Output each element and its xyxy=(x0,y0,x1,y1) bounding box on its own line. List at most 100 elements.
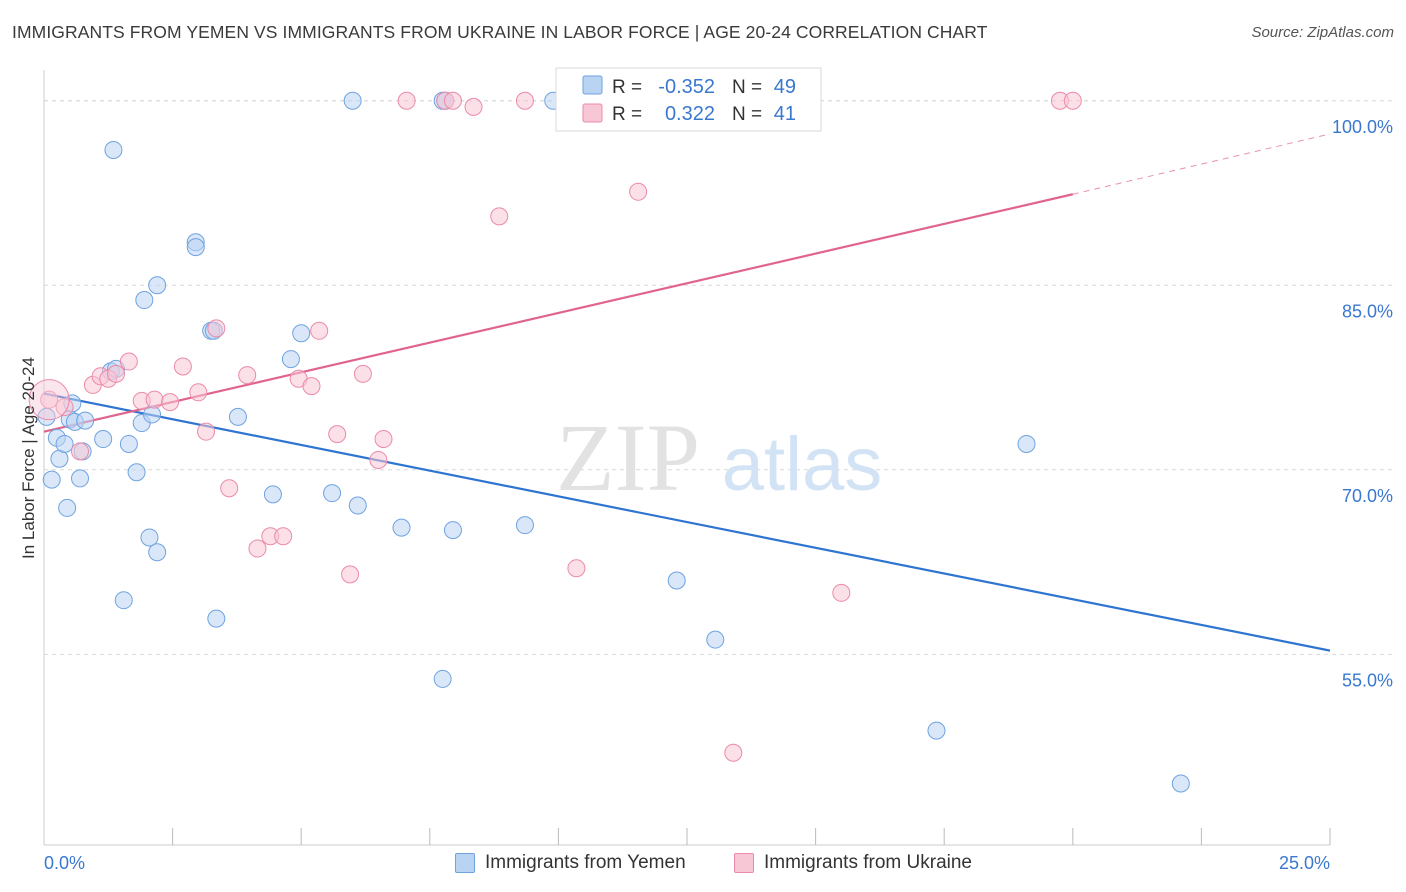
point-yemen[interactable] xyxy=(58,498,77,517)
point-ukraine[interactable] xyxy=(464,97,483,116)
source-label: Source: ZipAtlas.com xyxy=(1251,24,1394,41)
point-ukraine[interactable] xyxy=(248,539,267,558)
point-yemen[interactable] xyxy=(76,411,95,430)
point-ukraine[interactable] xyxy=(374,430,393,449)
point-ukraine[interactable] xyxy=(145,390,164,409)
point-ukraine[interactable] xyxy=(490,207,509,226)
point-yemen[interactable] xyxy=(114,591,133,610)
point-yemen[interactable] xyxy=(127,463,146,482)
point-yemen[interactable] xyxy=(148,543,167,562)
point-yemen[interactable] xyxy=(207,609,226,628)
point-yemen[interactable] xyxy=(392,518,411,537)
point-ukraine[interactable] xyxy=(71,442,90,461)
point-ukraine[interactable] xyxy=(28,379,70,421)
legend-label-yemen: Immigrants from Yemen xyxy=(485,852,686,873)
point-ukraine[interactable] xyxy=(567,559,586,578)
point-yemen[interactable] xyxy=(1171,774,1190,793)
point-yemen[interactable] xyxy=(42,470,61,489)
point-yemen[interactable] xyxy=(927,721,946,740)
point-ukraine[interactable] xyxy=(238,366,257,385)
point-yemen[interactable] xyxy=(228,407,247,426)
watermark-zip: ZIP xyxy=(556,404,700,511)
trendline-ukraine xyxy=(1072,133,1331,195)
point-ukraine[interactable] xyxy=(220,479,239,498)
point-ukraine[interactable] xyxy=(397,91,416,110)
point-yemen[interactable] xyxy=(140,528,159,547)
point-ukraine[interactable] xyxy=(207,319,226,338)
y-tick-label: 55.0% xyxy=(1342,670,1393,690)
point-yemen[interactable] xyxy=(119,434,138,453)
stats-n-value-yemen: 49 xyxy=(774,76,796,98)
y-tick-label: 70.0% xyxy=(1342,486,1393,506)
point-yemen[interactable] xyxy=(292,324,311,343)
stats-r-label-ukraine: R = xyxy=(612,104,642,125)
point-yemen[interactable] xyxy=(443,521,462,540)
point-yemen[interactable] xyxy=(55,434,74,453)
point-ukraine[interactable] xyxy=(515,91,534,110)
y-tick-label: 85.0% xyxy=(1342,301,1393,321)
stats-n-label-yemen: N = xyxy=(732,77,762,98)
point-ukraine[interactable] xyxy=(107,364,126,383)
legend-label-ukraine: Immigrants from Ukraine xyxy=(764,852,972,873)
point-ukraine[interactable] xyxy=(832,583,851,602)
legend-swatch-yemen xyxy=(455,853,475,873)
point-ukraine[interactable] xyxy=(119,352,138,371)
trendline-yemen xyxy=(43,392,1331,652)
point-ukraine[interactable] xyxy=(629,182,648,201)
stats-swatch-ukraine xyxy=(582,103,603,123)
point-ukraine[interactable] xyxy=(161,393,180,412)
point-ukraine[interactable] xyxy=(274,527,293,546)
watermark: ZIP atlas xyxy=(556,404,882,511)
point-yemen[interactable] xyxy=(323,484,342,503)
trendlines xyxy=(43,133,1331,652)
point-yemen[interactable] xyxy=(135,291,154,310)
stats-r-label-yemen: R = xyxy=(612,77,642,98)
point-yemen[interactable] xyxy=(1017,434,1036,453)
point-yemen[interactable] xyxy=(186,238,205,257)
point-yemen[interactable] xyxy=(706,630,725,649)
legend-item-ukraine[interactable]: Immigrants from Ukraine xyxy=(734,852,972,874)
point-yemen[interactable] xyxy=(263,485,282,504)
legend-item-yemen[interactable]: Immigrants from Yemen xyxy=(455,852,686,874)
trendline-ukraine xyxy=(43,193,1074,433)
stats-n-value-ukraine: 41 xyxy=(774,103,796,125)
point-ukraine[interactable] xyxy=(40,390,59,409)
stats-r-value-ukraine: 0.322 xyxy=(665,103,715,125)
point-yemen[interactable] xyxy=(667,571,686,590)
point-ukraine[interactable] xyxy=(341,565,360,584)
stats-legend: R = -0.352 N = 49 R = 0.322 N = 41 xyxy=(555,67,822,132)
point-ukraine[interactable] xyxy=(173,357,192,376)
point-ukraine[interactable] xyxy=(328,425,347,444)
point-yemen[interactable] xyxy=(433,669,452,688)
point-yemen[interactable] xyxy=(71,469,90,488)
point-ukraine[interactable] xyxy=(197,422,216,441)
stats-n-label-ukraine: N = xyxy=(732,104,762,125)
point-ukraine[interactable] xyxy=(1063,91,1082,110)
point-yemen[interactable] xyxy=(281,350,300,369)
point-ukraine[interactable] xyxy=(724,743,743,762)
x-tick-label-max: 25.0% xyxy=(1279,853,1330,873)
x-tick-label-min: 0.0% xyxy=(44,853,85,873)
legend-swatch-ukraine xyxy=(734,853,754,873)
chart-title: IMMIGRANTS FROM YEMEN VS IMMIGRANTS FROM… xyxy=(12,22,988,42)
stats-r-value-yemen: -0.352 xyxy=(658,76,715,98)
point-ukraine[interactable] xyxy=(443,91,462,110)
point-yemen[interactable] xyxy=(104,140,123,159)
x-ticks xyxy=(172,828,1331,845)
point-yemen[interactable] xyxy=(94,430,113,449)
point-yemen[interactable] xyxy=(343,91,362,110)
point-ukraine[interactable] xyxy=(189,383,208,402)
point-ukraine[interactable] xyxy=(353,364,372,383)
point-ukraine[interactable] xyxy=(369,450,388,469)
point-yemen[interactable] xyxy=(148,276,167,295)
stats-swatch-yemen xyxy=(582,75,603,95)
point-yemen[interactable] xyxy=(348,496,367,515)
y-tick-label: 100.0% xyxy=(1332,117,1393,137)
y-tick-labels: 55.0% 70.0% 85.0% 100.0% xyxy=(1332,117,1393,691)
y-axis-label: In Labor Force | Age 20-24 xyxy=(19,357,38,559)
point-ukraine[interactable] xyxy=(310,321,329,340)
point-yemen[interactable] xyxy=(515,516,534,535)
point-ukraine[interactable] xyxy=(302,377,321,396)
watermark-atlas: atlas xyxy=(722,422,883,507)
